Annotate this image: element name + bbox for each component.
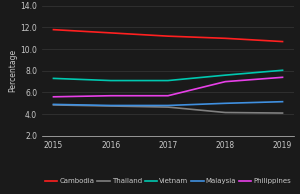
Cambodia [166,35,170,37]
Cambodia [224,37,227,40]
Malaysia [224,102,227,104]
Malaysia [109,104,112,107]
Malaysia [281,100,284,103]
Thailand [109,105,112,107]
Legend: Cambodia, Thailand, Vietnam, Malaysia, Philippines: Cambodia, Thailand, Vietnam, Malaysia, P… [42,175,294,187]
Thailand [224,111,227,114]
Thailand [166,106,170,108]
Philippines [281,76,284,78]
Vietnam [166,79,170,82]
Vietnam [52,77,55,80]
Vietnam [109,79,112,82]
Cambodia [281,40,284,43]
Cambodia [109,32,112,34]
Philippines [52,96,55,98]
Cambodia [52,29,55,31]
Line: Malaysia: Malaysia [53,102,283,106]
Vietnam [224,74,227,76]
Line: Cambodia: Cambodia [53,30,283,42]
Vietnam [281,69,284,71]
Line: Philippines: Philippines [53,77,283,97]
Thailand [52,104,55,106]
Line: Vietnam: Vietnam [53,70,283,81]
Philippines [224,81,227,83]
Thailand [281,112,284,114]
Line: Thailand: Thailand [53,105,283,113]
Y-axis label: Percentage: Percentage [8,49,17,92]
Malaysia [52,103,55,106]
Philippines [109,94,112,97]
Malaysia [166,104,170,107]
Philippines [166,94,170,97]
